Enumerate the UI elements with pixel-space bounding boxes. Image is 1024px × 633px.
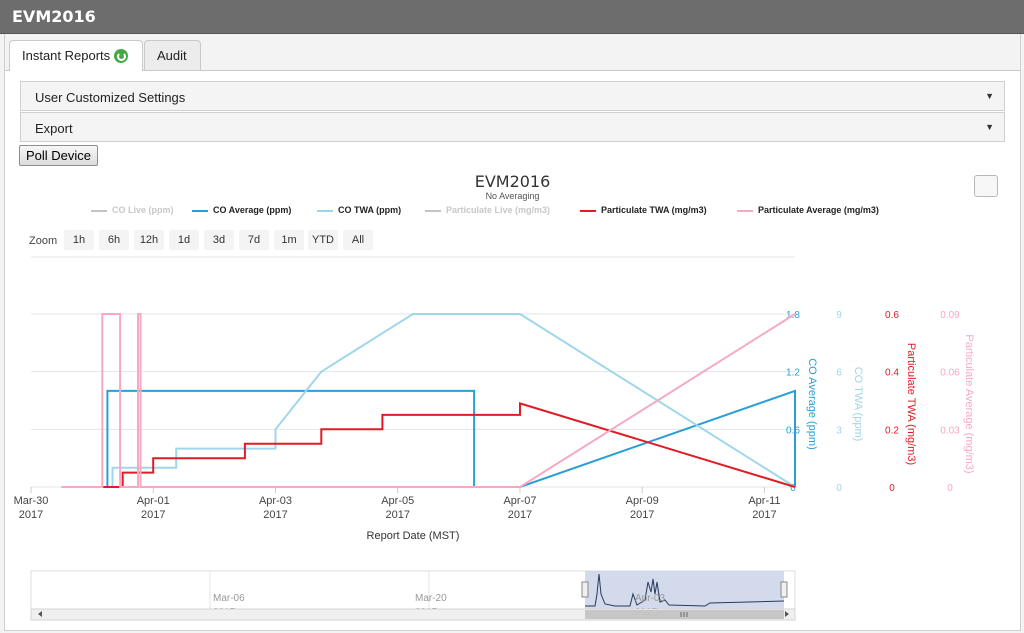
y-tick-label: 0.6 — [786, 425, 800, 436]
y-tick-label: 0.2 — [885, 425, 899, 436]
evm-chart[interactable]: Mar-30 2017 Apr-01 2017 Apr-03 2017 Apr-05 2017… — [5, 34, 1020, 630]
scroll-left-arrow-icon[interactable] — [38, 611, 42, 617]
legend-label: Particulate TWA (mg/m3) — [601, 205, 707, 215]
x-tick-label: Apr-09 — [626, 495, 659, 507]
y-axis-title: Particulate Average (mg/m3) — [963, 334, 975, 473]
chevron-down-icon: ▼ — [985, 122, 994, 132]
legend-label: CO Average (ppm) — [213, 205, 292, 215]
user-settings-label: User Customized Settings — [35, 90, 186, 105]
tab-audit[interactable]: Audit — [144, 40, 201, 70]
legend-swatch — [737, 209, 753, 212]
x-tick-label: Apr-05 — [381, 495, 414, 507]
x-tick-label: 2017 — [630, 509, 654, 521]
y-tick-label: 3 — [836, 425, 842, 436]
zoom-label: Zoom — [29, 235, 58, 247]
x-tick-label: Apr-11 — [748, 495, 780, 507]
x-axis-title: Report Date (MST) — [367, 530, 460, 542]
zoom-button-all[interactable]: All — [343, 230, 373, 250]
zoom-button-1h[interactable]: 1h — [64, 230, 94, 250]
x-tick-label: Apr-03 — [259, 495, 292, 507]
tab-instant-reports[interactable]: Instant Reports — [9, 40, 143, 71]
y-tick-label: 1.2 — [786, 368, 800, 379]
poll-device-button[interactable]: Poll Device — [19, 145, 99, 166]
export-accordion[interactable]: Export ▼ — [20, 112, 1005, 142]
y-tick-label: 0 — [790, 483, 796, 494]
chart-menu-button[interactable] — [974, 175, 998, 197]
y-tick-label: 6 — [836, 368, 842, 379]
x-tick-label: 2017 — [385, 509, 409, 521]
app-title: EVM2016 — [12, 7, 96, 26]
export-label: Export — [35, 121, 73, 136]
x-tick-label: 2017 — [508, 509, 532, 521]
zoom-button-6h[interactable]: 6h — [99, 230, 129, 250]
x-tick-label: Apr-07 — [503, 495, 536, 507]
x-tick-label: 2017 — [263, 509, 287, 521]
x-tick-label: Apr-01 — [137, 495, 170, 507]
navigator-scrollbar-track — [30, 608, 796, 621]
zoom-button-1d[interactable]: 1d — [169, 230, 199, 250]
tab-bar: Instant Reports Audit — [5, 34, 1020, 71]
zoom-button-ytd[interactable]: YTD — [308, 230, 338, 250]
navigator-label: Mar-20 — [415, 593, 447, 604]
x-tick-label: 2017 — [19, 509, 43, 521]
y-axis-title: CO TWA (ppm) — [852, 367, 864, 442]
legend-swatch — [192, 209, 208, 212]
zoom-button-12h[interactable]: 12h — [134, 230, 164, 250]
legend-particulate-twa[interactable]: Particulate TWA (mg/m3) — [580, 205, 707, 215]
tab-audit-label: Audit — [157, 48, 187, 63]
legend-particulate-live[interactable]: Particulate Live (mg/m3) — [425, 205, 550, 215]
legend-swatch — [317, 209, 333, 212]
navigator-selected-range — [585, 571, 784, 609]
y-axis-title: Particulate TWA (mg/m3) — [905, 343, 917, 465]
user-settings-accordion[interactable]: User Customized Settings ▼ — [20, 81, 1005, 111]
legend-label: CO TWA (ppm) — [338, 205, 402, 215]
legend-particulate-average[interactable]: Particulate Average (mg/m3) — [737, 205, 879, 215]
legend-co-live[interactable]: CO Live (ppm) — [91, 205, 174, 215]
navigator-series — [585, 573, 785, 607]
legend-swatch — [425, 209, 441, 212]
refresh-icon[interactable] — [114, 48, 129, 63]
tab-instant-reports-label: Instant Reports — [22, 48, 111, 63]
series-line — [61, 313, 796, 488]
y-tick-label: 0 — [947, 483, 953, 494]
main-panel: Instant Reports Audit User Customized Se… — [4, 34, 1021, 631]
y-tick-label: 0.6 — [885, 310, 899, 321]
y-tick-label: 0.06 — [940, 368, 960, 379]
scroll-right-arrow-icon[interactable] — [785, 611, 789, 617]
y-tick-label: 9 — [836, 310, 842, 321]
chart-title: EVM2016 — [474, 172, 551, 191]
legend-swatch — [91, 209, 107, 212]
chevron-down-icon: ▼ — [985, 91, 994, 101]
navigator-handle-right — [780, 581, 788, 598]
x-tick-label: 2017 — [141, 509, 165, 521]
y-tick-label: 0.09 — [940, 310, 960, 321]
legend-co-average[interactable]: CO Average (ppm) — [192, 205, 291, 215]
zoom-button-7d[interactable]: 7d — [239, 230, 269, 250]
x-tick-label: Mar-30 — [14, 495, 49, 507]
navigator-handle-left — [581, 581, 589, 598]
y-tick-label: 0 — [889, 483, 895, 494]
app-title-bar: EVM2016 — [0, 0, 1024, 34]
y-axis-title: CO Average (ppm) — [806, 358, 818, 450]
legend-label: Particulate Average (mg/m3) — [758, 205, 879, 215]
y-tick-label: 0.03 — [940, 425, 960, 436]
y-tick-label: 0 — [836, 483, 842, 494]
legend-label: Particulate Live (mg/m3) — [446, 205, 551, 215]
scrollbar-grip-icon — [680, 612, 688, 617]
series-line — [61, 402, 796, 488]
zoom-button-3d[interactable]: 3d — [204, 230, 234, 250]
legend-swatch — [580, 209, 596, 212]
legend-label: CO Live (ppm) — [112, 205, 174, 215]
series-line — [61, 389, 796, 488]
y-tick-label: 0.4 — [885, 368, 899, 379]
navigator-label: Mar-06 — [213, 593, 245, 604]
zoom-button-1m[interactable]: 1m — [274, 230, 304, 250]
legend-co-twa[interactable]: CO TWA (ppm) — [317, 205, 401, 215]
chart-subtitle: No Averaging — [485, 191, 540, 201]
series-line — [61, 313, 796, 488]
navigator-label: Apr-03 — [635, 593, 665, 604]
x-tick-label: 2017 — [752, 509, 776, 521]
